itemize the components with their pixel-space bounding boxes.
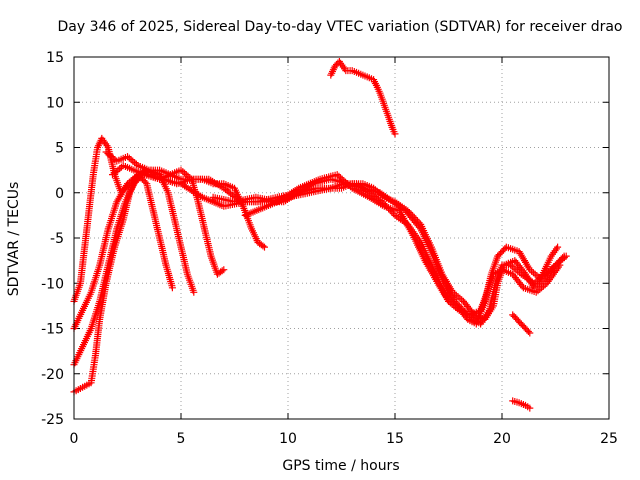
data-point <box>345 181 353 189</box>
x-tick-label: 20 <box>493 431 511 447</box>
data-point <box>378 198 386 206</box>
data-point <box>409 212 417 220</box>
y-tick-label: 0 <box>55 186 64 202</box>
y-tick-label: -15 <box>41 322 64 338</box>
data-point <box>383 203 391 211</box>
data-point <box>380 200 388 207</box>
data-point <box>218 267 226 275</box>
data-point <box>526 404 534 412</box>
series-trace-j <box>509 311 534 337</box>
data-point <box>338 175 346 183</box>
y-axis-label: SDTVAR / TECUs <box>6 182 22 297</box>
plot-area <box>70 58 570 412</box>
data-point <box>412 215 420 223</box>
data-point <box>541 281 549 289</box>
y-tick-label: -10 <box>41 276 64 292</box>
data-point <box>190 288 198 296</box>
data-point <box>333 171 341 179</box>
y-tick-label: -25 <box>41 412 64 428</box>
data-point <box>337 174 344 182</box>
series-trace-e <box>102 148 268 251</box>
x-tick-label: 10 <box>279 431 297 447</box>
data-point <box>556 261 564 269</box>
data-point <box>381 201 389 209</box>
series-trace-h <box>241 180 562 328</box>
y-tick-label: 10 <box>46 95 64 111</box>
data-point <box>442 293 450 301</box>
data-point <box>335 172 343 180</box>
x-tick-label: 15 <box>386 431 404 447</box>
series-trace-i <box>327 58 399 138</box>
data-point <box>373 187 381 195</box>
data-point <box>415 219 423 227</box>
data-point <box>116 165 124 173</box>
data-point <box>388 208 396 216</box>
series-trace-k <box>509 397 534 412</box>
x-tick-label: 5 <box>177 431 186 447</box>
data-point <box>559 254 567 262</box>
y-tick-label: -5 <box>50 231 64 247</box>
y-tick-label: -20 <box>41 367 64 383</box>
data-point <box>410 214 418 222</box>
data-point <box>533 272 541 280</box>
axis-ticks: 0 5 10 15 20 25 15 10 5 0 -5 -10 -15 -20 -25 <box>41 50 618 447</box>
data-point <box>220 266 228 274</box>
series-trace-c <box>70 166 198 369</box>
data-point <box>261 243 268 251</box>
y-tick-label: 15 <box>46 50 64 66</box>
data-point <box>405 209 413 216</box>
data-point <box>404 207 412 215</box>
grid <box>74 57 609 419</box>
data-point <box>386 206 394 214</box>
x-tick-label: 25 <box>600 431 618 447</box>
data-point <box>414 217 421 225</box>
data-point <box>560 252 568 260</box>
data-point <box>141 178 149 186</box>
data-point <box>127 177 135 185</box>
y-tick-label: 5 <box>55 141 64 157</box>
data-point <box>389 210 397 218</box>
x-axis-label: GPS time / hours <box>282 458 399 474</box>
data-point <box>524 328 532 335</box>
data-point <box>127 156 135 164</box>
data-point <box>259 242 267 250</box>
data-point <box>181 169 189 177</box>
data-point <box>108 153 115 161</box>
data-point <box>554 243 562 251</box>
data-point <box>407 210 415 218</box>
x-tick-label: 0 <box>70 431 79 447</box>
data-point <box>536 279 543 287</box>
series-trace-a <box>70 166 570 396</box>
data-point <box>385 205 393 213</box>
data-point <box>168 284 176 292</box>
chart-title: Day 346 of 2025, Sidereal Day-to-day VTE… <box>57 19 622 35</box>
plot-frame <box>73 56 610 420</box>
data-point <box>520 269 528 276</box>
data-point <box>391 130 399 138</box>
data-point <box>451 290 459 298</box>
data-point <box>526 329 534 337</box>
